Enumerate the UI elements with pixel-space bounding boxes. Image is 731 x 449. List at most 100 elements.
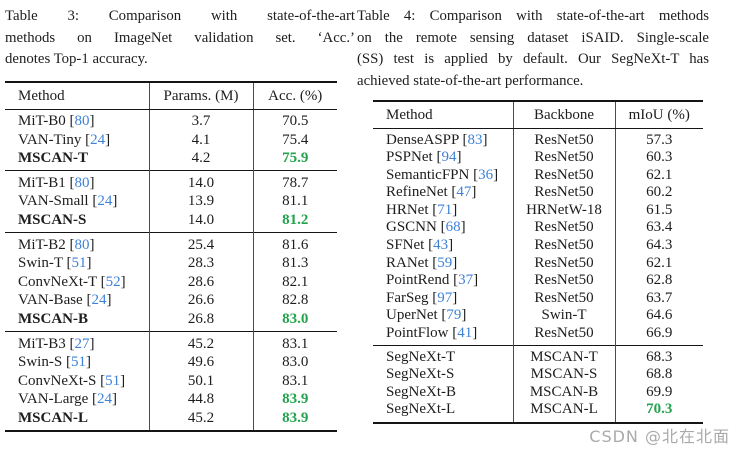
cell-method: RefineNet [47]: [386, 184, 477, 201]
method-name: Swin-S: [18, 354, 63, 371]
cell-method: SemanticFPN [36]: [386, 166, 499, 183]
table-row: RANet [59] ResNet50 62.1: [373, 254, 703, 273]
citation-link[interactable]: 24: [90, 131, 106, 148]
citation-link[interactable]: 94: [441, 149, 457, 166]
cell-method: MSCAN-L: [5, 409, 149, 431]
cell-backbone: ResNet50: [512, 254, 615, 273]
cell-acc: 83.9: [252, 408, 337, 431]
cell-params: 14.0: [148, 170, 253, 193]
cell-method: RANet [59]: [386, 254, 458, 271]
table-row: Swin-S [51] 49.6 83.0: [5, 353, 337, 372]
table-row: FarSeg [97] ResNet50 63.7: [373, 289, 703, 308]
cell-backbone: MSCAN-T: [512, 345, 615, 367]
cell-method: SFNet [43]: [386, 237, 454, 254]
method-name: DenseASPP: [386, 131, 459, 148]
cell-method: MSCAN-T: [5, 149, 149, 171]
method-name: PointRend: [386, 272, 450, 289]
method-name: MiT-B2: [18, 236, 66, 253]
cell-backbone: ResNet50: [512, 149, 615, 167]
table-row: MSCAN-B 26.8 83.0: [5, 309, 337, 332]
cell-params: 13.9: [148, 192, 253, 211]
citation-link[interactable]: 80: [74, 236, 90, 253]
table-row: VAN-Base [24] 26.6 82.8: [5, 291, 337, 310]
cell-acc: 83.0: [252, 353, 337, 372]
table-row: ConvNeXt-S [51] 50.1 83.1: [5, 371, 337, 391]
citation-link[interactable]: 83: [467, 131, 483, 148]
cell-backbone: MSCAN-L: [512, 401, 615, 423]
table-row: VAN-Small [24] 13.9 81.1: [5, 192, 337, 211]
citation-link[interactable]: 51: [71, 255, 87, 272]
citation-link[interactable]: 24: [97, 193, 113, 210]
cell-method: VAN-Small [24]: [18, 193, 118, 210]
cell-backbone: ResNet50: [512, 237, 615, 255]
table-row: PointFlow [41] ResNet50 66.9: [373, 325, 703, 346]
cell-miou: 68.8: [614, 366, 703, 384]
cell-method: SegNeXt-T: [373, 346, 513, 367]
method-name: PointFlow: [386, 325, 449, 342]
method-name: RefineNet: [386, 184, 448, 201]
caption-line: achieved state-of-the-art performance.: [357, 72, 584, 89]
cell-method: MSCAN-S: [5, 211, 149, 233]
caption-line: denotes Top-1 accuracy.: [5, 51, 148, 67]
caption-line: on the remote sensing dataset iSAID. Sin…: [357, 29, 709, 46]
method-name: ConvNeXt-S: [18, 372, 97, 389]
citation-link[interactable]: 79: [446, 307, 462, 324]
cell-backbone: HRNetW-18: [512, 201, 615, 220]
method-name: GSCNN: [386, 219, 437, 236]
cell-acc: 78.7: [252, 170, 337, 193]
cell-acc: 82.8: [252, 291, 337, 310]
header-acc: Acc. (%): [252, 81, 337, 110]
cell-miou: 61.5: [614, 201, 703, 220]
citation-link[interactable]: 68: [445, 219, 461, 236]
citation-link[interactable]: 97: [437, 289, 453, 306]
row-group: DenseASPP [83] ResNet50 57.3 PSPNet [94] Res…: [373, 128, 703, 346]
citation-link[interactable]: 47: [456, 184, 472, 201]
cell-acc: 81.2: [252, 210, 337, 233]
citation-link[interactable]: 51: [70, 354, 86, 371]
cell-method: FarSeg [97]: [386, 289, 458, 306]
cell-method: VAN-Tiny [24]: [18, 131, 111, 148]
table-row: Swin-T [51] 28.3 81.3: [5, 254, 337, 273]
header-backbone: Backbone: [512, 101, 615, 129]
citation-link[interactable]: 51: [105, 372, 121, 389]
header-row: Method Params. (M) Acc. (%): [5, 81, 337, 110]
table-row: RefineNet [47] ResNet50 60.2: [373, 184, 703, 202]
citation-link[interactable]: 71: [437, 201, 453, 218]
citation-link[interactable]: 27: [74, 335, 90, 352]
citation-link[interactable]: 80: [74, 174, 90, 191]
table-row: SemanticFPN [36] ResNet50 62.1: [373, 166, 703, 185]
table-row: DenseASPP [83] ResNet50 57.3: [373, 128, 703, 150]
table-row: SegNeXt-S MSCAN-S 68.8: [373, 366, 703, 384]
method-name: MiT-B0: [18, 113, 66, 129]
citation-link[interactable]: 52: [105, 273, 121, 290]
cell-miou: 64.3: [614, 237, 703, 255]
cell-method: Swin-S [51]: [18, 354, 91, 371]
method-name: VAN-Large: [18, 391, 89, 408]
citation-link[interactable]: 24: [97, 391, 113, 408]
cell-miou: 60.2: [614, 184, 703, 202]
cell-backbone: MSCAN-S: [512, 366, 615, 384]
table4-caption: Table 4: Comparison with state-of-the-ar…: [357, 6, 709, 92]
citation-link[interactable]: 41: [457, 325, 473, 342]
citation-link[interactable]: 36: [478, 166, 494, 183]
citation-link[interactable]: 59: [437, 254, 453, 271]
method-name: HRNet: [386, 201, 429, 218]
citation-link[interactable]: 37: [458, 272, 474, 289]
cell-params: 4.2: [148, 149, 253, 171]
cell-method: HRNet [71]: [386, 201, 458, 218]
header-method: Method: [5, 81, 149, 110]
cell-acc: 70.5: [252, 109, 337, 131]
cell-miou: 63.4: [614, 219, 703, 238]
method-name: VAN-Small: [18, 193, 89, 210]
citation-link[interactable]: 24: [91, 292, 107, 309]
csdn-watermark: CSDN @北在北面: [589, 427, 730, 446]
caption-line: methods on ImageNet validation set. ‘Acc…: [5, 29, 355, 46]
citation-link[interactable]: 43: [433, 237, 449, 254]
cell-backbone: ResNet50: [512, 128, 615, 150]
table-row: PointRend [37] ResNet50 62.8: [373, 272, 703, 290]
table3-caption: Table 3: Comparison with state-of-the-ar…: [5, 6, 355, 71]
cell-method: PSPNet [94]: [386, 149, 462, 166]
caption-line: Table 4: Comparison with state-of-the-ar…: [357, 8, 709, 24]
citation-link[interactable]: 80: [74, 113, 90, 129]
cell-miou: 70.3: [614, 401, 703, 423]
